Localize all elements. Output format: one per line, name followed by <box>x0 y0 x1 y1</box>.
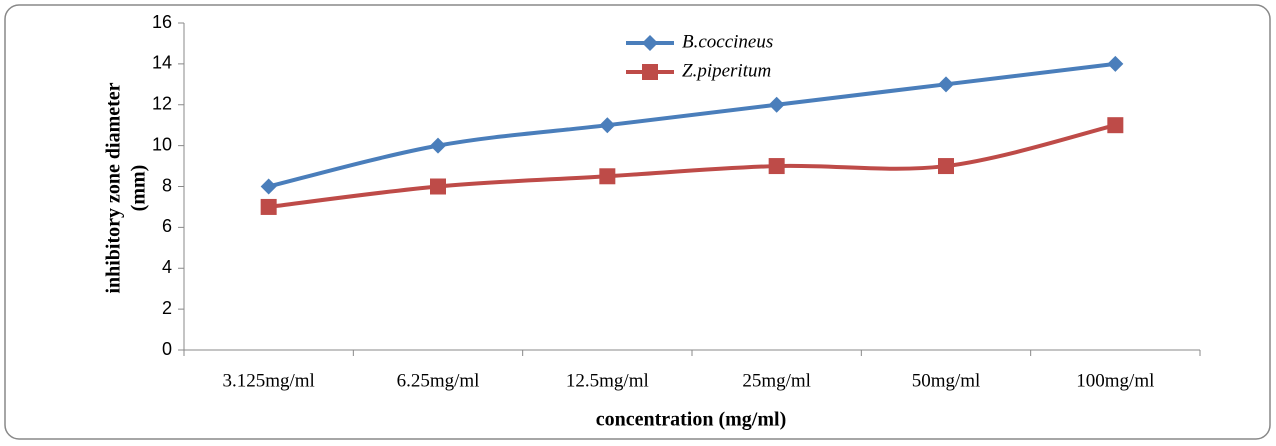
x-axis-label: concentration (mg/ml) <box>596 409 787 431</box>
marker <box>430 137 446 154</box>
x-tick-label: 3.125mg/ml <box>222 370 314 391</box>
y-tick-label: 16 <box>152 12 172 32</box>
marker <box>1107 117 1124 134</box>
y-tick-label: 12 <box>152 94 172 114</box>
marker <box>260 198 277 215</box>
y-tick-label: 6 <box>162 216 172 236</box>
x-tick-label: 50mg/ml <box>912 370 981 391</box>
marker <box>642 35 658 51</box>
y-tick-label: 4 <box>162 257 172 277</box>
marker <box>938 158 954 175</box>
y-axis-label: inhibitory zone diameter <box>103 82 125 293</box>
marker <box>260 178 277 195</box>
marker <box>599 117 616 134</box>
x-tick-label: 6.25mg/ml <box>397 370 480 391</box>
y-tick-label: 14 <box>152 53 172 73</box>
marker <box>430 178 446 195</box>
x-tick-label: 12.5mg/ml <box>566 370 649 391</box>
y-tick-label: 8 <box>162 175 172 195</box>
legend-label: B.coccineus <box>682 31 773 52</box>
marker <box>1107 55 1124 72</box>
series-line <box>268 123 1116 209</box>
y-tick-label: 0 <box>162 339 172 359</box>
marker <box>938 76 954 93</box>
marker <box>599 168 616 185</box>
series-line <box>268 61 1116 189</box>
chart-border <box>4 4 1271 440</box>
x-tick-label: 100mg/ml <box>1076 370 1154 391</box>
y-tick-label: 10 <box>152 134 172 154</box>
marker <box>768 158 785 175</box>
y-axis-label: (mm) <box>128 165 150 212</box>
marker <box>642 64 658 80</box>
x-tick-label: 25mg/ml <box>742 370 811 391</box>
marker <box>768 96 785 113</box>
legend-label: Z.piperitum <box>682 60 771 81</box>
y-tick-label: 2 <box>162 298 172 318</box>
